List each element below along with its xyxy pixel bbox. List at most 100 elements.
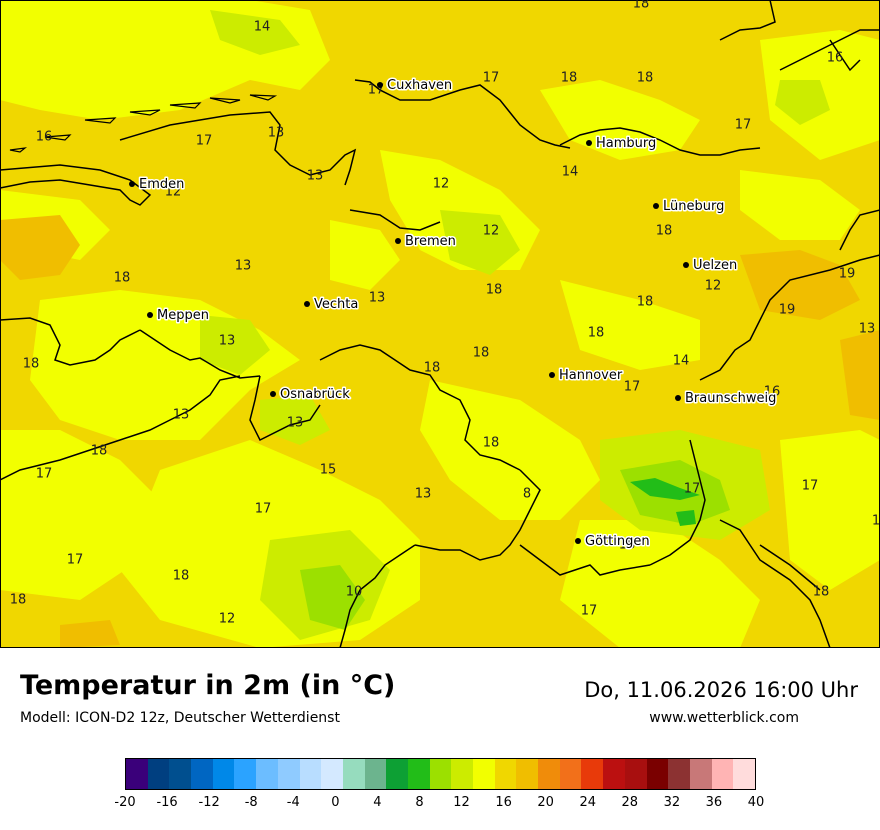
color-swatch <box>559 759 582 789</box>
city-dot <box>377 82 383 88</box>
cities: Cuxhaven Hamburg Emden Lüneburg Bremen Uelzen… <box>129 77 778 551</box>
city-marker[interactable]: Cuxhaven <box>377 77 454 95</box>
temperature-value: 16 <box>827 51 844 66</box>
color-swatch <box>581 759 604 789</box>
city-marker[interactable]: Vechta <box>304 296 360 314</box>
city-label: Uelzen <box>693 258 737 273</box>
scale-tick-label: 20 <box>537 795 554 810</box>
color-swatch <box>299 759 322 789</box>
temperature-value: 18 <box>561 71 578 86</box>
color-swatch <box>169 759 192 789</box>
color-swatch <box>538 759 560 789</box>
city-marker[interactable]: Braunschweig <box>675 390 778 408</box>
city-dot <box>395 238 401 244</box>
model-info: Modell: ICON-D2 12z, Deutscher Wetterdie… <box>20 710 340 726</box>
temperature-value: 17 <box>802 479 819 494</box>
city-dot <box>675 395 681 401</box>
temperature-value: 16 <box>764 385 781 400</box>
temperature-value: 14 <box>673 354 690 369</box>
scale-tick-label: 28 <box>621 795 639 810</box>
temperature-value: 17 <box>624 380 641 395</box>
temperature-value: 18 <box>619 538 636 553</box>
color-swatch <box>147 759 170 789</box>
temperature-value: 13 <box>859 322 876 337</box>
temperature-value: 17 <box>67 553 84 568</box>
islands <box>9 94 278 153</box>
temperature-value: 16 <box>36 130 53 145</box>
temperature-value: 17 <box>36 467 53 482</box>
website-link[interactable]: www.wetterblick.com <box>649 710 799 726</box>
temperature-value: 18 <box>173 569 190 584</box>
temperature-map[interactable]: 18 14 17 18 18 17 16 17 13 16 17 12 13 12 14 18 13 18 19 12… <box>0 0 880 648</box>
temperature-value: 13 <box>287 416 304 431</box>
temperature-value: 17 <box>684 482 701 497</box>
color-swatch <box>516 759 539 789</box>
temperature-value: 12 <box>483 224 500 239</box>
temperature-value: 17 <box>735 118 752 133</box>
color-swatch <box>451 759 473 789</box>
temperature-value: 18 <box>114 271 131 286</box>
temperature-value: 12 <box>705 279 722 294</box>
temperature-value: 13 <box>369 291 386 306</box>
color-scale-ticks: -20 -16 -12 -8 -4 0 4 8 12 16 20 24 28 32 36 40 <box>114 795 764 815</box>
city-marker[interactable]: Hamburg <box>586 135 658 153</box>
city-marker[interactable]: Göttingen <box>575 533 651 551</box>
city-label: Meppen <box>157 308 209 323</box>
city-marker[interactable]: Osnabrück <box>270 386 352 404</box>
scale-tick-label: 16 <box>495 795 512 810</box>
color-swatch <box>277 759 300 789</box>
city-marker[interactable]: Lüneburg <box>653 198 726 216</box>
temperature-value: 18 <box>637 295 654 310</box>
color-swatch <box>234 759 257 789</box>
temperature-value: 12 <box>219 612 236 627</box>
city-marker[interactable]: Uelzen <box>683 257 739 275</box>
color-swatch <box>386 759 408 789</box>
scale-tick-label: -20 <box>114 795 136 810</box>
city-label: Osnabrück <box>280 387 350 402</box>
temperature-value: 17 <box>255 502 272 517</box>
temperature-value: 17 <box>196 134 213 149</box>
city-dot <box>653 203 659 209</box>
color-swatch <box>689 759 712 789</box>
city-label: Hamburg <box>596 136 656 151</box>
color-swatch <box>473 759 495 789</box>
city-label: Emden <box>139 177 184 192</box>
scale-tick-label: 36 <box>705 795 723 810</box>
color-swatch <box>429 759 452 789</box>
city-label: Bremen <box>405 234 456 249</box>
temperature-value: 18 <box>656 224 673 239</box>
color-swatch <box>407 759 430 789</box>
temperature-value: 15 <box>320 463 337 478</box>
scale-tick-label: 8 <box>415 795 424 810</box>
city-marker[interactable]: Emden <box>129 176 186 194</box>
city-label: Göttingen <box>585 534 650 549</box>
city-dot <box>575 538 581 544</box>
city-dot <box>304 301 310 307</box>
temperature-value: 12 <box>165 185 182 200</box>
temperature-value: 17 <box>581 604 598 619</box>
scale-tick-label: 0 <box>331 795 340 810</box>
temperature-value: 18 <box>483 436 500 451</box>
city-dot <box>549 372 555 378</box>
temperature-value: 18 <box>10 593 27 608</box>
city-marker[interactable]: Bremen <box>395 233 457 251</box>
scale-tick-label: 4 <box>373 795 382 810</box>
city-marker[interactable]: Meppen <box>147 307 210 325</box>
temperature-value: 14 <box>562 165 579 180</box>
temperature-value: 10 <box>346 585 363 600</box>
temperature-value: 18 <box>473 346 490 361</box>
forecast-datetime: Do, 11.06.2026 16:00 Uhr <box>584 678 858 702</box>
temperature-value: 14 <box>254 20 271 35</box>
color-swatch <box>126 759 148 789</box>
city-label: Cuxhaven <box>387 78 452 93</box>
temperature-zones <box>0 0 880 648</box>
footer: Temperatur in 2m (in °C) Modell: ICON-D2… <box>0 648 880 830</box>
city-marker[interactable]: Hannover <box>549 367 624 385</box>
city-label: Hannover <box>559 368 623 383</box>
color-swatch <box>342 759 365 789</box>
map-title: Temperatur in 2m (in °C) <box>20 670 396 701</box>
color-swatch <box>212 759 235 789</box>
temperature-value: 18 <box>588 326 605 341</box>
temperature-value: 13 <box>268 126 285 141</box>
scale-tick-label: -12 <box>198 795 220 810</box>
